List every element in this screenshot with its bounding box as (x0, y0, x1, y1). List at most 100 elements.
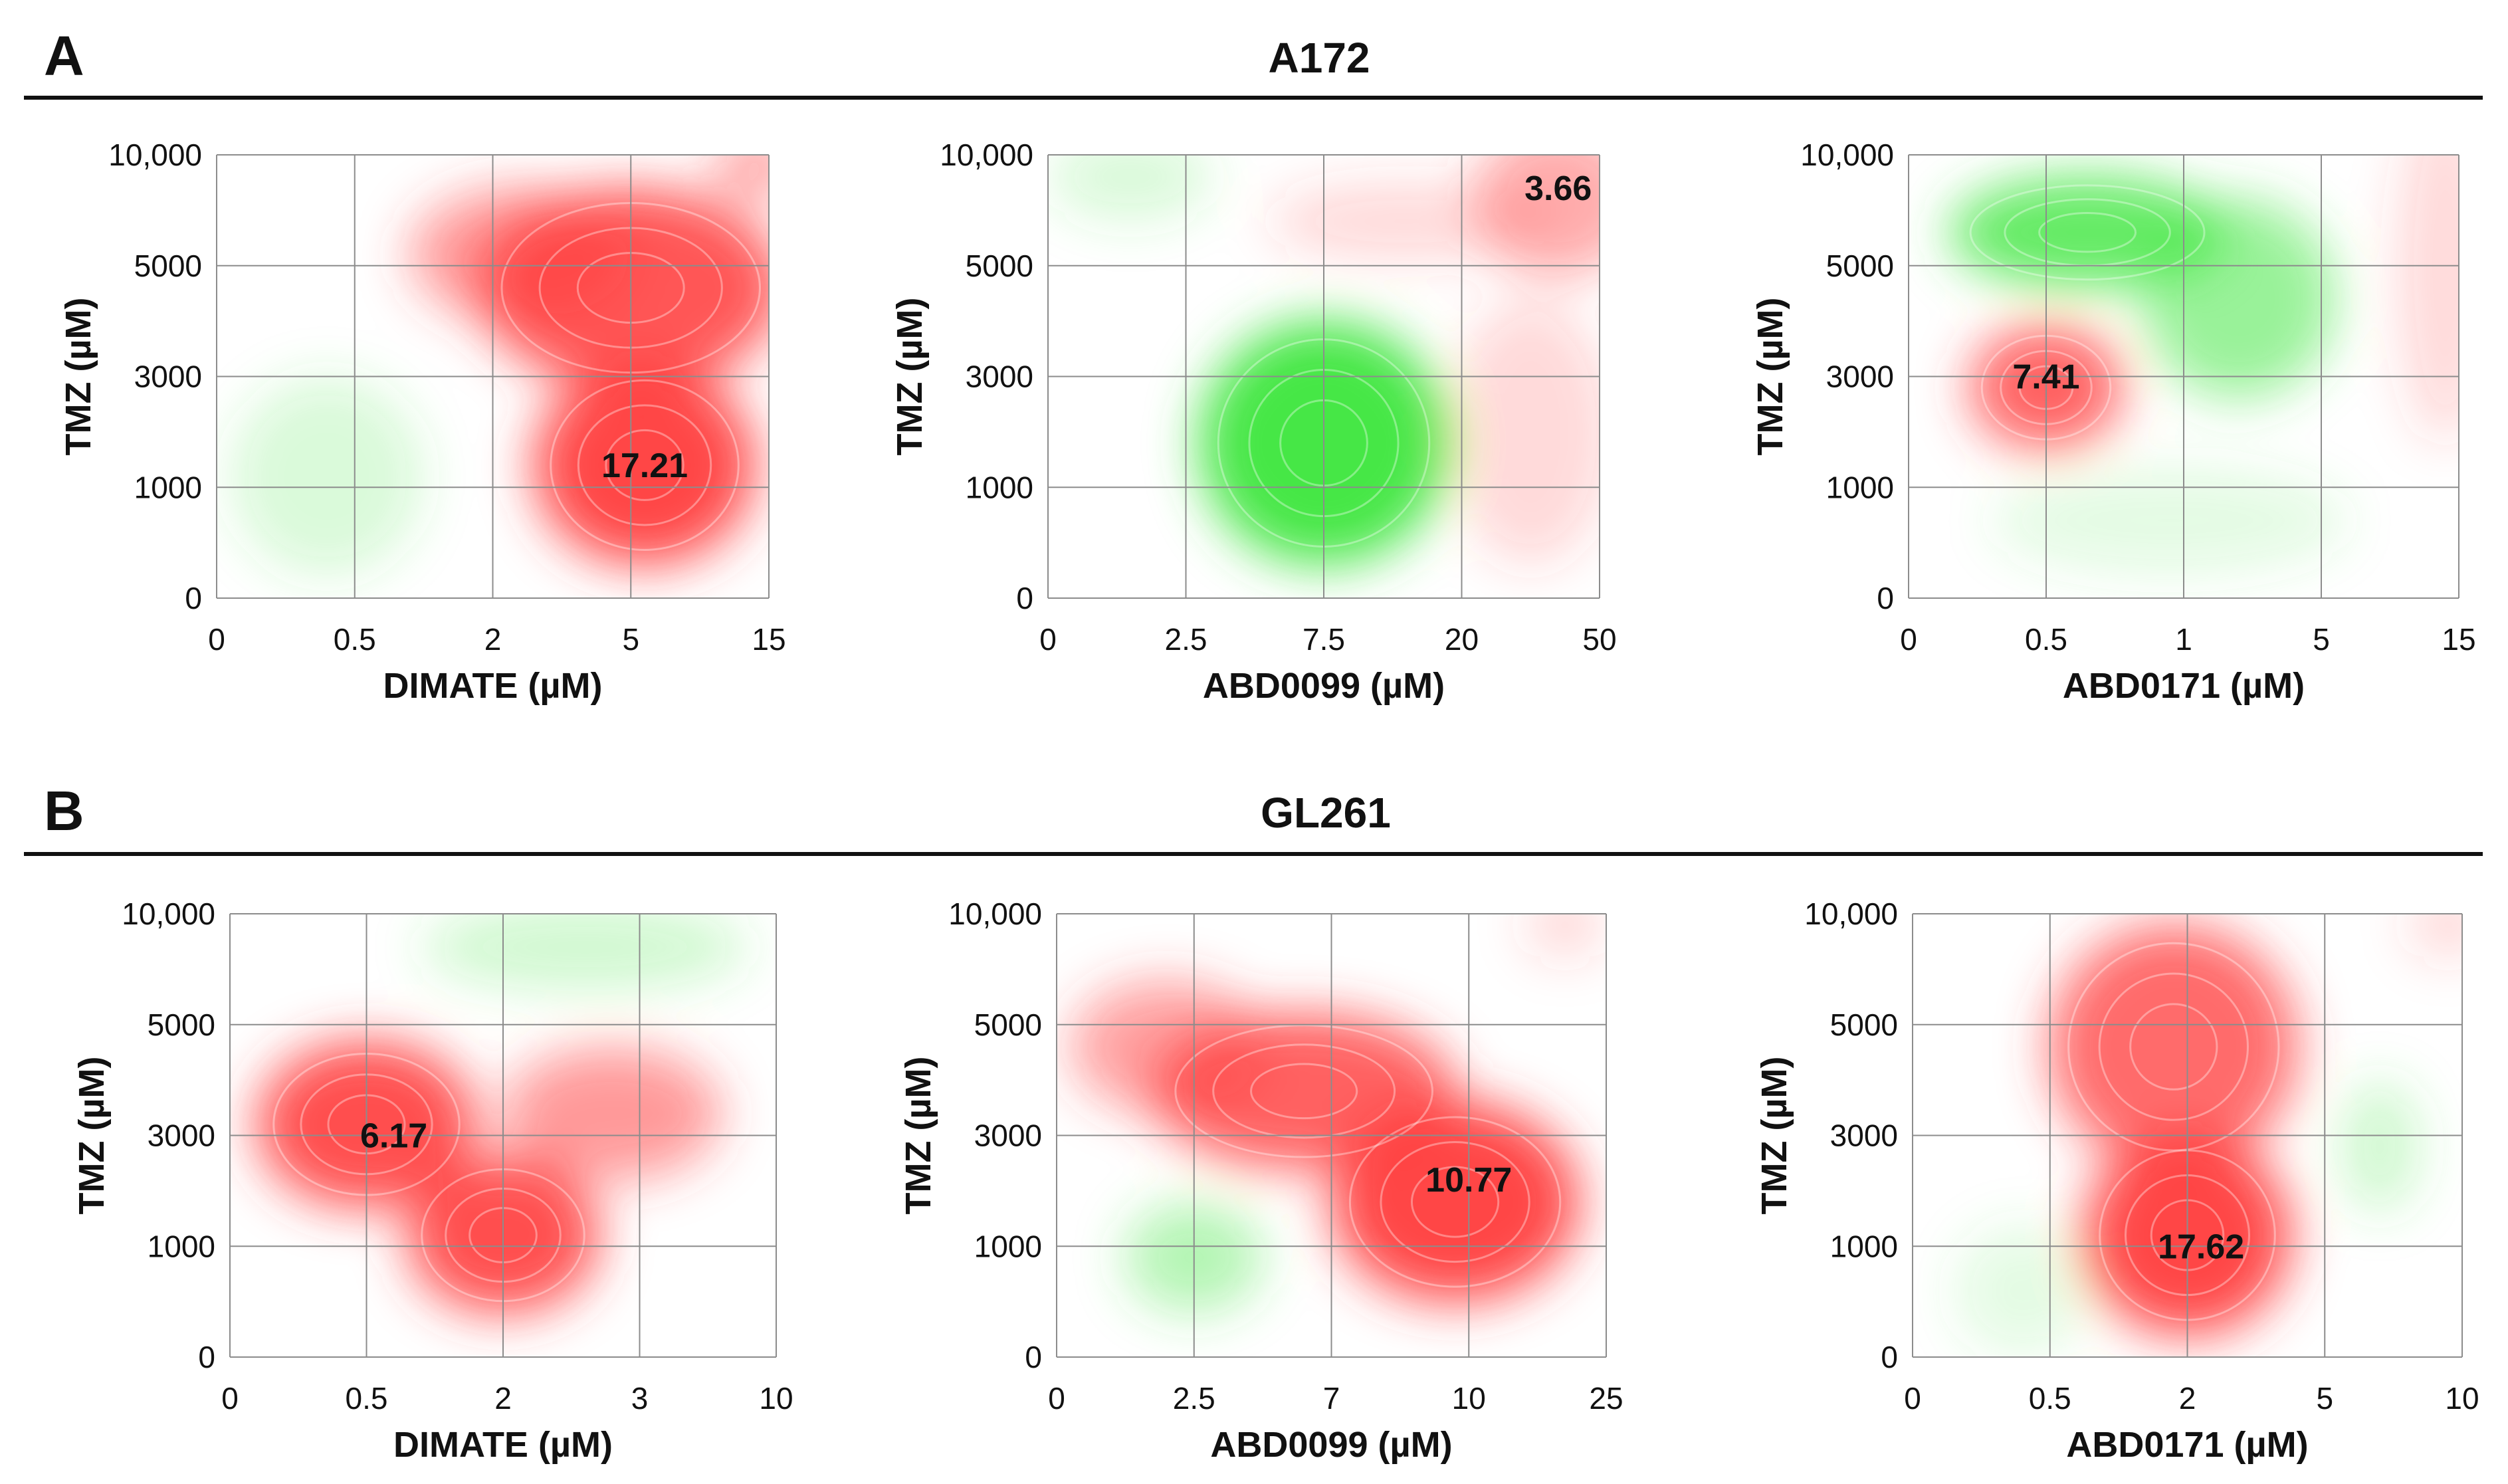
x-tick-label: 0 (1048, 1381, 1065, 1416)
y-tick-label: 1000 (148, 1229, 215, 1263)
contour-line (1348, 1116, 1562, 1288)
y-axis-label: TMZ (µM) (72, 1056, 112, 1214)
antagonism-region-4 (2142, 199, 2335, 399)
divider-b (24, 852, 2483, 856)
peak-value-label: 17.21 (601, 447, 688, 485)
x-tick-label: 5 (2313, 622, 2330, 657)
x-tick-label: 5 (622, 622, 639, 657)
contour-line (1380, 1141, 1530, 1263)
peak-value-label: 7.41 (2012, 358, 2079, 397)
synergy-region-3 (503, 1047, 722, 1180)
x-tick-label: 25 (1589, 1381, 1623, 1416)
x-tick-label: 0 (221, 1381, 239, 1416)
antagonism-region-5 (1954, 1223, 2091, 1357)
y-tick-label: 1000 (966, 470, 1033, 504)
y-tick-label: 0 (198, 1340, 215, 1374)
x-tick-label: 5 (2316, 1381, 2333, 1416)
x-tick-label: 0.5 (2025, 622, 2067, 657)
synergy-region-4 (713, 155, 769, 199)
antagonism-region-5 (230, 376, 424, 576)
x-tick-label: 2 (484, 622, 502, 657)
y-tick-label: 3000 (148, 1118, 215, 1153)
x-axis-label: ABD0099 (µM) (1210, 1425, 1452, 1465)
y-tick-label: 3000 (966, 360, 1033, 394)
synergy-region-4 (1269, 182, 1544, 261)
contour-line (1410, 1166, 1500, 1238)
x-tick-label: 50 (1582, 622, 1616, 657)
y-axis-label: TMZ (µM) (1754, 1056, 1794, 1214)
y-tick-label: 5000 (134, 249, 202, 283)
synergy-region-3 (409, 188, 631, 322)
surface (1954, 914, 2462, 1357)
peak-value-label: 3.66 (1524, 169, 1592, 208)
contour-line (605, 429, 684, 501)
y-tick-label: 10,000 (1800, 138, 1894, 172)
x-tick-label: 2 (494, 1381, 512, 1416)
surface (1950, 155, 2459, 576)
contour-line (1212, 1043, 1396, 1139)
y-axis-label: TMZ (µM) (1750, 297, 1790, 455)
x-tick-label: 2.5 (1173, 1381, 1215, 1416)
x-tick-label: 0.5 (334, 622, 376, 657)
y-tick-label: 3000 (134, 360, 202, 394)
contour-line (2129, 1003, 2218, 1091)
x-tick-label: 20 (1445, 622, 1479, 657)
synergy-region-4 (1523, 914, 1606, 958)
contour-line (1969, 184, 2206, 281)
heatmap-2: 0 2.5 7.5 20 50 0 1000 3000 5000 10,000 ABD0099 (µ… (890, 138, 1617, 706)
contour-line (1250, 1063, 1358, 1120)
y-tick-label: 10,000 (108, 138, 202, 172)
x-tick-label: 3 (631, 1381, 649, 1416)
x-tick-label: 10 (759, 1381, 793, 1416)
contour-line (2098, 972, 2249, 1121)
y-tick-label: 1000 (134, 470, 202, 504)
synergy-region-3 (1070, 980, 1263, 1114)
antagonism-region-4 (2338, 1080, 2421, 1214)
x-tick-label: 10 (2445, 1381, 2479, 1416)
y-tick-label: 5000 (1830, 1007, 1898, 1042)
row-title-gl261: GL261 (1261, 789, 1391, 837)
y-tick-label: 10,000 (948, 897, 1042, 931)
heatmap-4: 0 0.5 2 3 10 0 1000 3000 5000 10,000 DIMATE (µM) TM… (72, 897, 793, 1465)
y-tick-label: 10,000 (940, 138, 1033, 172)
x-tick-label: 7.5 (1303, 622, 1345, 657)
x-tick-label: 15 (2442, 622, 2475, 657)
y-tick-label: 0 (1025, 1340, 1042, 1374)
synergy-region-5 (1447, 298, 1600, 565)
y-tick-label: 3000 (1830, 1118, 1898, 1153)
y-tick-label: 0 (1877, 581, 1894, 615)
x-tick-label: 0 (208, 622, 225, 657)
y-tick-label: 5000 (1826, 249, 1894, 283)
y-tick-label: 3000 (974, 1118, 1042, 1153)
antagonism-region-4 (421, 914, 749, 992)
contour-line (577, 404, 712, 526)
x-tick-label: 2.5 (1165, 622, 1207, 657)
x-tick-label: 0 (1904, 1381, 1921, 1416)
heatmap-5: 0 2.5 7 10 25 0 1000 3000 5000 10,000 ABD0099 (µM)… (898, 897, 1623, 1465)
x-tick-label: 10 (1452, 1381, 1486, 1416)
peak-value-label: 17.62 (2158, 1227, 2244, 1266)
divider-a (24, 96, 2483, 100)
y-tick-label: 1000 (1826, 470, 1894, 504)
y-tick-label: 10,000 (122, 897, 215, 931)
x-tick-label: 1 (2175, 622, 2192, 657)
x-tick-label: 0 (1039, 622, 1057, 657)
peak-value-label: 10.77 (1425, 1161, 1512, 1200)
y-tick-label: 0 (185, 581, 202, 615)
x-tick-label: 2 (2179, 1381, 2196, 1416)
contour-line (2038, 212, 2137, 253)
x-axis-label: ABD0099 (µM) (1203, 666, 1445, 706)
x-tick-label: 0.5 (346, 1381, 388, 1416)
x-axis-label: ABD0171 (µM) (2066, 1425, 2308, 1465)
heatmap-6: 0 0.5 2 5 10 0 1000 3000 5000 10,000 ABD0171 (µM) T… (1754, 897, 2479, 1465)
x-tick-label: 0.5 (2029, 1381, 2071, 1416)
y-tick-label: 5000 (974, 1007, 1042, 1042)
contour-line (550, 379, 740, 551)
contour-line (2067, 942, 2280, 1152)
synergy-region-2 (2396, 155, 2459, 443)
y-axis-label: TMZ (µM) (58, 297, 98, 455)
panel-letter-b: B (44, 780, 84, 842)
synergy-region-3 (2407, 914, 2462, 958)
row-title-a172: A172 (1268, 34, 1370, 82)
surface (1070, 914, 1606, 1313)
